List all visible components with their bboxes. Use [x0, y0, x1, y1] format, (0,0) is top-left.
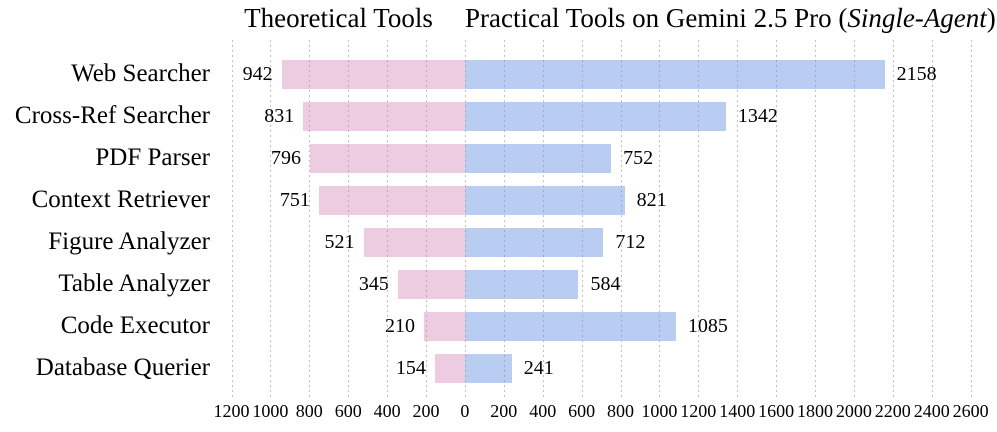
- chart-title-theoretical: Theoretical Tools: [212, 2, 465, 34]
- practical-bar: [464, 143, 612, 173]
- theoretical-bar: [424, 311, 465, 341]
- x-axis-tick-label: 200: [490, 401, 518, 421]
- practical-value-label: 752: [623, 147, 654, 169]
- gridline: [815, 40, 816, 397]
- gridline: [776, 40, 778, 397]
- category-label: PDF Parser: [95, 144, 210, 171]
- practical-bar: [464, 59, 885, 89]
- category-label: Figure Analyzer: [48, 228, 210, 255]
- practical-value-label: 1342: [737, 105, 778, 127]
- x-axis-tick-label: 1200: [680, 401, 717, 421]
- x-axis-tick-label: 2400: [913, 401, 950, 421]
- practical-value-label: 2158: [896, 63, 937, 85]
- x-axis-tick-label: 1200: [213, 401, 250, 421]
- chart-title-practical-prefix: Practical Tools on Gemini 2.5 Pro (: [465, 3, 848, 33]
- x-axis-tick-label: 400: [373, 401, 401, 421]
- practical-bar: [464, 311, 676, 341]
- practical-value-label: 1085: [687, 315, 728, 337]
- x-axis-tick-label: 800: [295, 401, 323, 421]
- category-label: Context Retriever: [31, 186, 210, 213]
- theoretical-bar: [303, 101, 465, 131]
- gridline: [892, 40, 894, 397]
- theoretical-value-label: 796: [271, 147, 301, 169]
- gridline: [853, 40, 855, 397]
- bar-row: 154 241: [212, 347, 992, 389]
- x-axis-tick-label: 1000: [641, 401, 678, 421]
- theoretical-value-label: 751: [279, 189, 310, 211]
- theoretical-value-label: 521: [324, 231, 355, 253]
- theoretical-value-label: 942: [242, 63, 273, 85]
- category-label: Database Querier: [35, 354, 210, 381]
- x-axis-tick-label: 600: [334, 401, 362, 421]
- chart-title-theoretical-text: Theoretical Tools: [244, 3, 433, 33]
- category-label: Web Searcher: [71, 60, 210, 87]
- x-axis-tick-label: 1600: [758, 401, 795, 421]
- theoretical-bar: [281, 59, 465, 89]
- x-axis-tick-label: 2600: [952, 401, 989, 421]
- practical-bar: [464, 101, 726, 131]
- category-label: Table Analyzer: [58, 270, 210, 297]
- theoretical-bar: [397, 269, 465, 299]
- practical-value-label: 821: [636, 189, 667, 211]
- x-axis-tick-label: 1800: [797, 401, 833, 421]
- plot-area: 942 2158 831 1342 796 752 751 821 521 712 345 584 21…: [212, 40, 992, 397]
- bar-row: 831 1342: [212, 95, 992, 137]
- bar-row: 210 1085: [212, 305, 992, 347]
- x-axis-tick-label: 800: [607, 401, 634, 421]
- x-axis-tick-label: 200: [412, 401, 440, 421]
- gridline: [348, 40, 350, 397]
- category-label: Code Executor: [60, 312, 210, 339]
- bar-row: 796 752: [212, 137, 992, 179]
- x-axis-tick-label: 1000: [252, 401, 289, 421]
- x-axis-tick-label: 1400: [719, 401, 756, 421]
- gridline: [387, 40, 389, 397]
- practical-value-label: 584: [590, 273, 621, 295]
- x-axis-tick-label: 0: [460, 401, 470, 421]
- category-label: Cross-Ref Searcher: [14, 102, 210, 129]
- gridline: [931, 40, 933, 397]
- bar-row: 345 584: [212, 263, 992, 305]
- gridline: [698, 40, 700, 397]
- practical-value-label: 241: [523, 357, 554, 379]
- practical-value-label: 712: [615, 231, 646, 253]
- bar-row: 521 712: [212, 221, 992, 263]
- bar-row: 751 821: [212, 179, 992, 221]
- gridline: [270, 40, 272, 397]
- theoretical-bar: [363, 227, 465, 257]
- theoretical-value-label: 831: [264, 105, 295, 127]
- practical-bar: [464, 227, 604, 257]
- gridline: [503, 40, 505, 397]
- x-axis-tick-label: 600: [568, 401, 596, 421]
- gridline: [542, 40, 544, 397]
- gridline: [620, 40, 622, 397]
- gridline: [309, 40, 311, 397]
- gridline: [464, 40, 466, 397]
- x-axis-tick-label: 400: [529, 401, 557, 421]
- practical-bar: [464, 269, 579, 299]
- theoretical-value-label: 345: [358, 273, 389, 295]
- chart-title-practical-suffix: ): [986, 3, 996, 33]
- gridline: [426, 40, 427, 397]
- gridline: [231, 40, 233, 397]
- practical-bar: [464, 185, 625, 215]
- theoretical-value-label: 210: [385, 315, 415, 337]
- gridline: [581, 40, 583, 397]
- theoretical-bar: [434, 353, 465, 383]
- gridline: [970, 40, 972, 397]
- bar-rows-container: 942 2158 831 1342 796 752 751 821 521 712 345 584 21…: [212, 53, 992, 389]
- chart-title-practical-italic: Single-Agent: [847, 3, 987, 33]
- x-axis-tick-label: 2200: [874, 401, 911, 421]
- theoretical-bar: [318, 185, 465, 215]
- x-axis-tick-label: 2000: [835, 401, 872, 421]
- bar-row: 942 2158: [212, 53, 992, 95]
- chart-title-practical: Practical Tools on Gemini 2.5 Pro (Singl…: [465, 2, 996, 34]
- theoretical-value-label: 154: [395, 357, 426, 379]
- gridline: [737, 40, 739, 397]
- gridline: [659, 40, 661, 397]
